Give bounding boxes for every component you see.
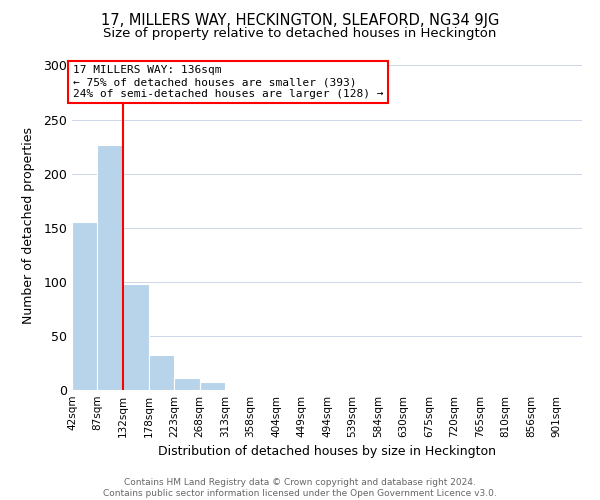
Bar: [199, 382, 225, 390]
Text: Contains HM Land Registry data © Crown copyright and database right 2024.
Contai: Contains HM Land Registry data © Crown c…: [103, 478, 497, 498]
Text: 17 MILLERS WAY: 136sqm
← 75% of detached houses are smaller (393)
24% of semi-de: 17 MILLERS WAY: 136sqm ← 75% of detached…: [73, 66, 383, 98]
Text: Size of property relative to detached houses in Heckington: Size of property relative to detached ho…: [103, 28, 497, 40]
Text: 17, MILLERS WAY, HECKINGTON, SLEAFORD, NG34 9JG: 17, MILLERS WAY, HECKINGTON, SLEAFORD, N…: [101, 12, 499, 28]
X-axis label: Distribution of detached houses by size in Heckington: Distribution of detached houses by size …: [158, 446, 496, 458]
Bar: [557, 389, 582, 390]
Bar: [174, 378, 200, 390]
Bar: [97, 146, 123, 390]
Bar: [149, 356, 174, 390]
Bar: [72, 222, 97, 390]
Y-axis label: Number of detached properties: Number of detached properties: [22, 126, 35, 324]
Bar: [123, 284, 149, 390]
